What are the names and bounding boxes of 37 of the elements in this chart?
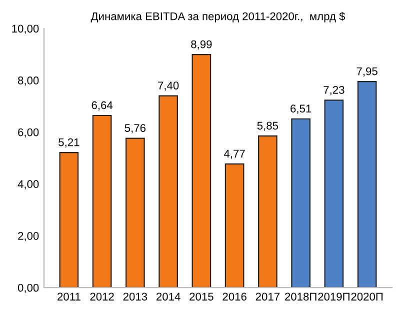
y-tick-label: 4,00: [18, 180, 39, 190]
data-label: 7,40: [158, 82, 179, 91]
data-label: 7,23: [324, 86, 344, 96]
x-tick-label: 2020П: [351, 292, 383, 301]
data-label: 4,77: [224, 150, 245, 159]
x-tick-label: 2012: [90, 292, 114, 301]
y-tick-label: 6,00: [18, 128, 39, 138]
data-label: 5,21: [58, 138, 80, 148]
x-tick-label: 2019П: [318, 292, 350, 301]
y-tick-label: 0,00: [18, 284, 39, 294]
data-label: 5,76: [124, 124, 146, 134]
y-tick-label: 8,00: [18, 76, 39, 86]
bar: [59, 152, 79, 288]
bar: [357, 81, 377, 288]
bar: [126, 138, 145, 288]
bar: [291, 118, 310, 288]
x-tick-label: 2017: [256, 292, 280, 301]
y-tick-label: 2,00: [18, 232, 39, 242]
data-label: 6,51: [290, 104, 312, 114]
data-label: 8,99: [191, 40, 212, 50]
x-tick-label: 2016: [222, 292, 246, 301]
chart-title: Динамика EBITDA за период 2011-2020г., млрд $: [90, 12, 346, 22]
bar: [158, 95, 178, 288]
bar: [92, 114, 112, 288]
data-label: 5,85: [257, 122, 278, 131]
bar: [258, 135, 278, 288]
bar: [324, 100, 344, 288]
bar: [224, 163, 244, 288]
data-label: 7,95: [356, 67, 378, 77]
x-tick-label: 2015: [190, 292, 214, 301]
x-tick-label: 2018П: [285, 292, 316, 301]
x-tick-label: 2011: [58, 292, 80, 301]
data-label: 6,64: [92, 101, 113, 110]
y-tick-label: 10,00: [12, 24, 39, 34]
x-tick-label: 2014: [156, 292, 180, 301]
bar: [192, 54, 212, 288]
x-tick-label: 2013: [123, 292, 148, 301]
